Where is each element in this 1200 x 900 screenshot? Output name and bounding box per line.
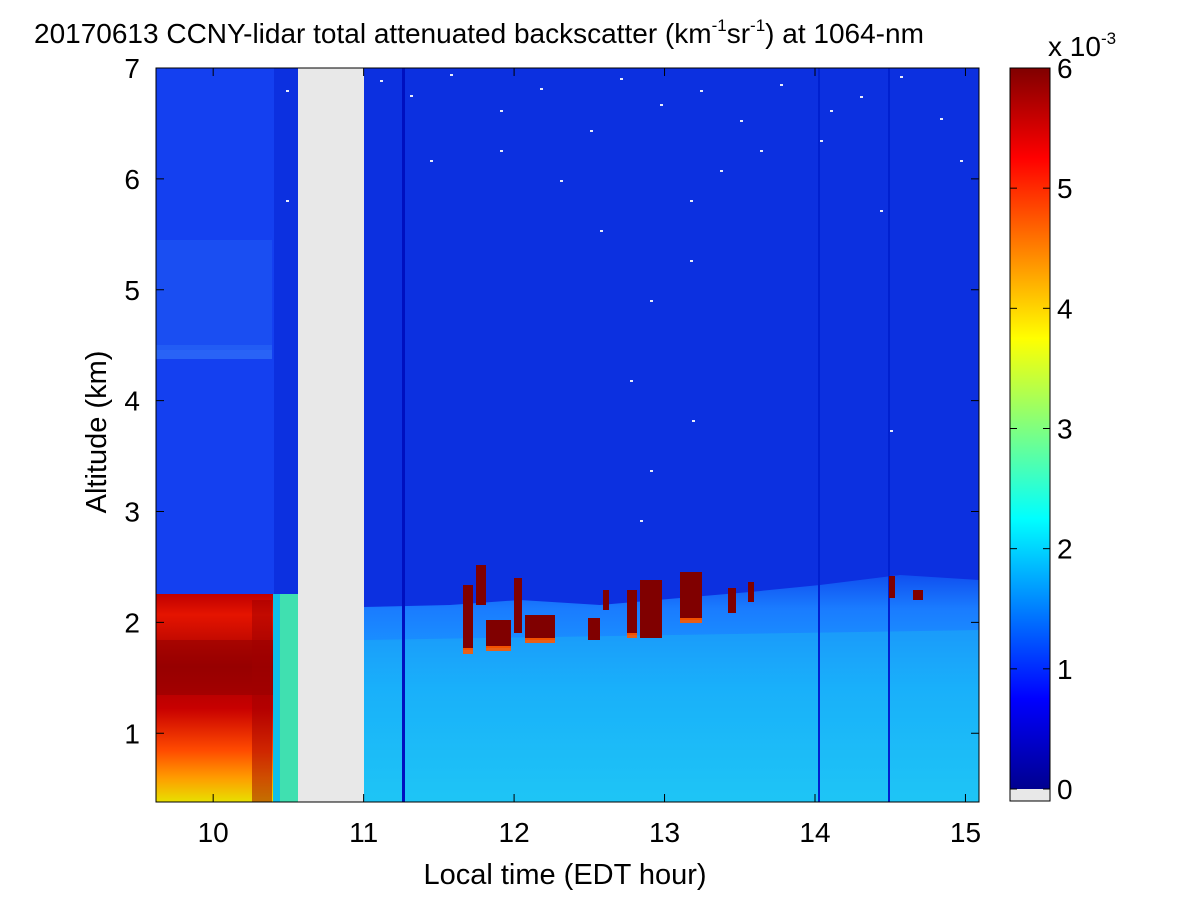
x-tick-label: 12 (499, 817, 530, 848)
colorbar-below-min (1010, 789, 1050, 801)
x-axis: 10 11 12 13 14 15 (198, 68, 981, 848)
colorbar-frame (1009, 67, 1051, 802)
colorbar-tick-label: 1 (1057, 654, 1073, 685)
y-tick-label: 7 (124, 53, 140, 84)
y-axis-title: Altitude (km) (81, 351, 113, 514)
colorbar-multiplier: x 10-3 (1048, 29, 1116, 62)
colorbar-tick-label: 0 (1057, 774, 1073, 805)
x-tick-label: 10 (198, 817, 229, 848)
colorbar-tick-label: 3 (1057, 414, 1073, 445)
y-tick-label: 5 (124, 275, 140, 306)
x-tick-label: 13 (649, 817, 680, 848)
y-axis: 1 2 3 4 5 6 7 (124, 53, 979, 749)
plot-frame (155, 67, 980, 803)
colorbar-tick-label: 5 (1057, 173, 1073, 204)
y-tick-label: 2 (124, 607, 140, 638)
x-tick-label: 15 (950, 817, 981, 848)
colorbar-tick-label: 6 (1057, 53, 1073, 84)
chart-title: 20170613 CCNY-lidar total attenuated bac… (34, 16, 924, 49)
y-tick-label: 3 (124, 497, 140, 528)
colorbar-ticks: 0 1 2 3 4 5 6 (1010, 53, 1073, 805)
noise-speckles (286, 74, 963, 522)
y-tick-label: 4 (124, 386, 140, 417)
colorbar-tick-label: 2 (1057, 534, 1073, 565)
heatmap-image (156, 68, 979, 802)
x-tick-label: 14 (799, 817, 830, 848)
x-axis-title: Local time (EDT hour) (423, 859, 706, 891)
x-tick-label: 11 (349, 817, 378, 848)
colorbar-tick-label: 4 (1057, 293, 1073, 324)
y-tick-label: 6 (124, 164, 140, 195)
y-tick-label: 1 (124, 718, 140, 749)
